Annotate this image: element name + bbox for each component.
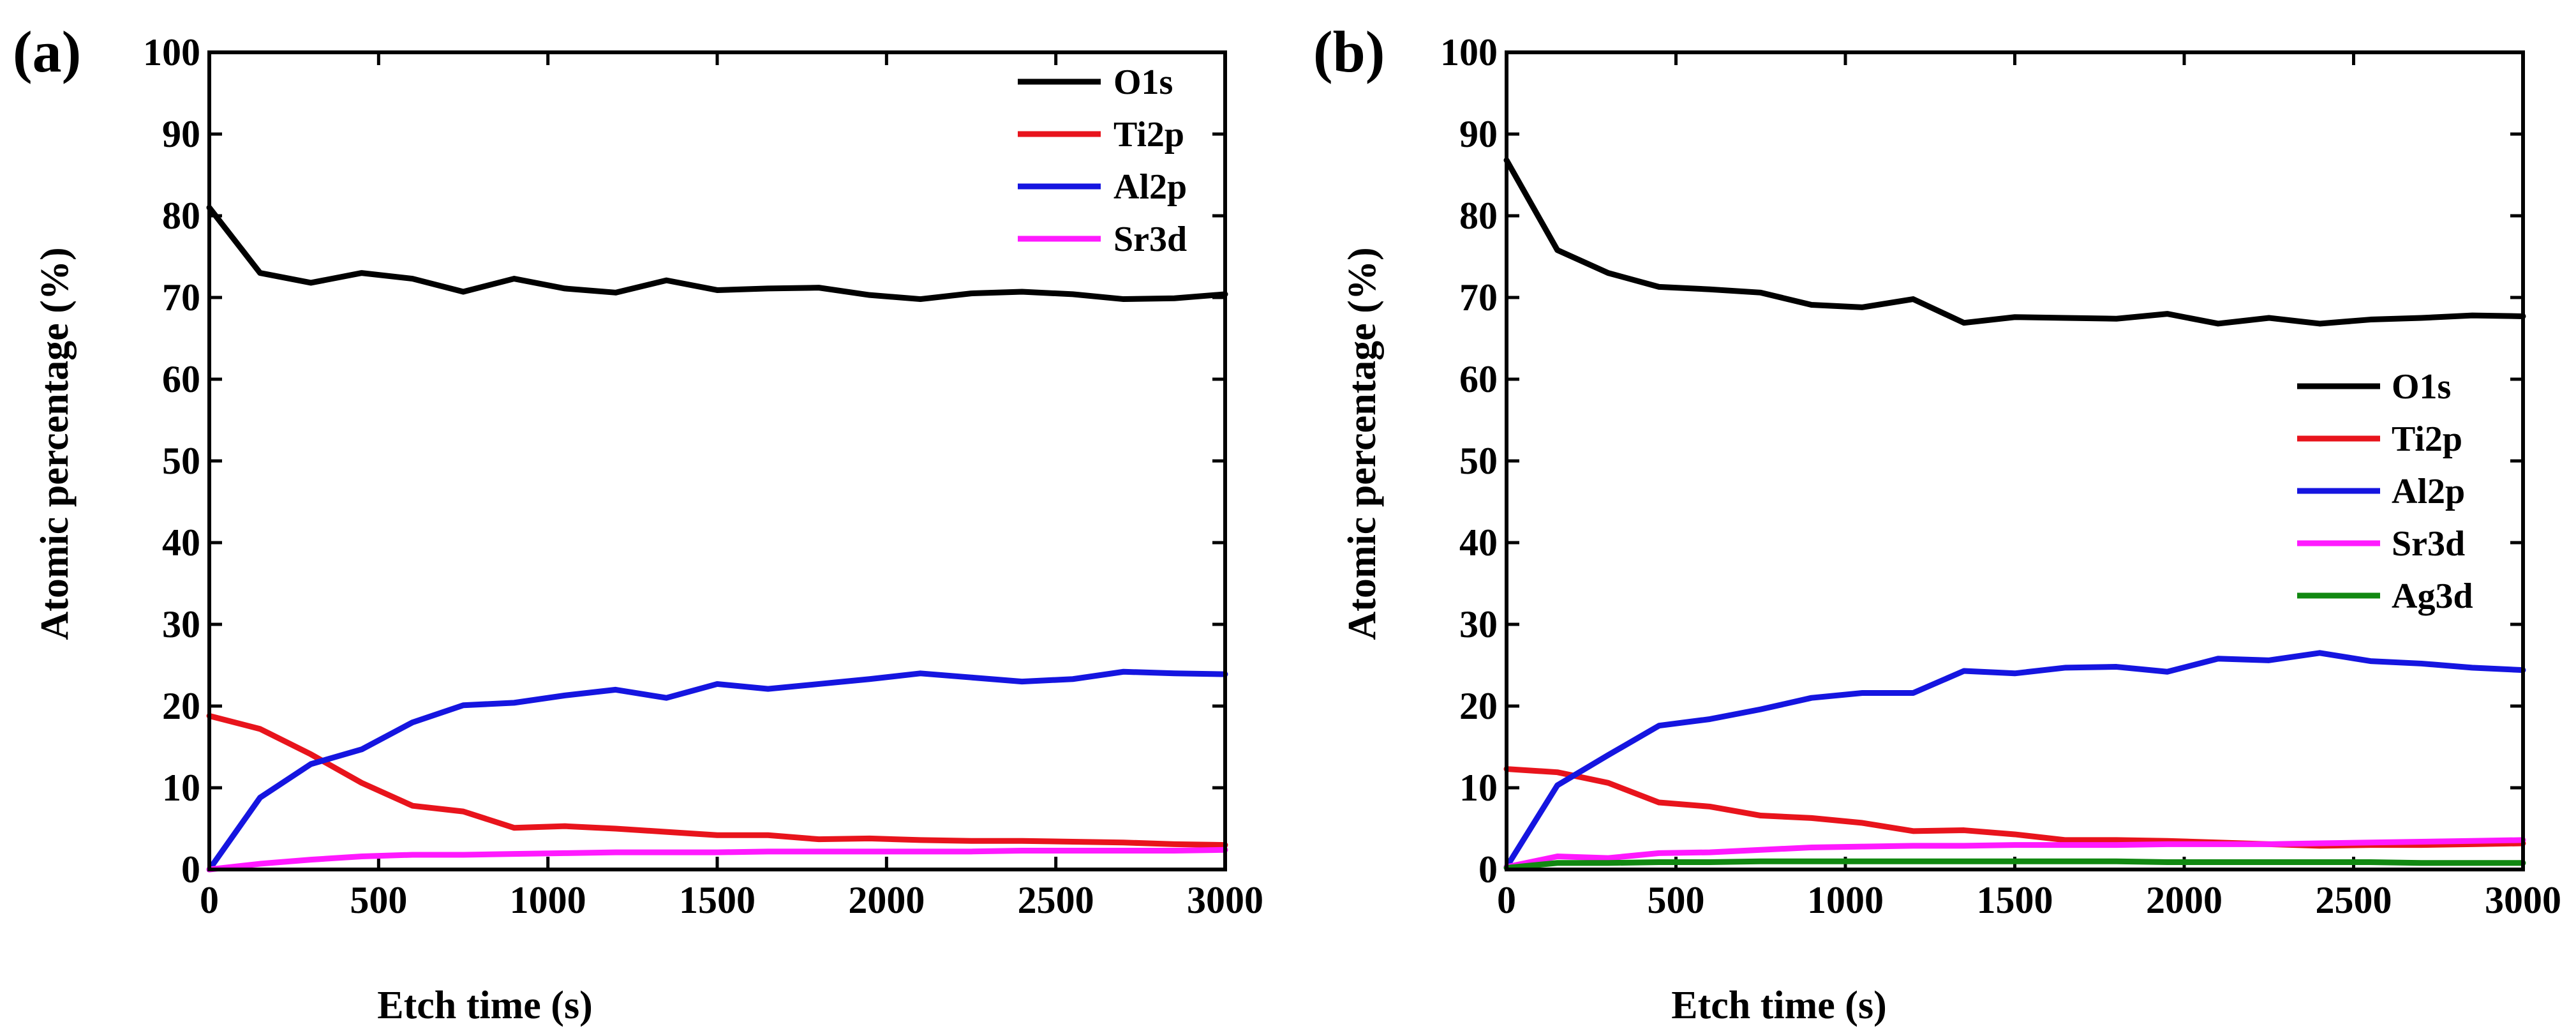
plot-lines — [1503, 157, 2526, 871]
legend: O1s Ti2p Al2p Sr3d — [1018, 63, 1187, 259]
y-tick-label: 40 — [1459, 522, 1498, 564]
series-line-ti2p — [1503, 766, 2526, 849]
y-tick-label: 100 — [143, 31, 200, 73]
series-line-ti2p — [206, 712, 1228, 848]
y-tick-label: 60 — [1459, 358, 1498, 400]
legend-label: Sr3d — [2392, 524, 2465, 564]
y-tick-label: 50 — [1459, 440, 1498, 482]
y-tick-label: 90 — [162, 113, 200, 155]
series-line-ag3d — [1503, 858, 2526, 871]
chart-panel-b: (b) Etch time (s) Atomic percentage (%) … — [1313, 19, 2561, 1027]
y-tick-label: 40 — [162, 522, 200, 564]
x-tick-label: 1500 — [679, 879, 756, 921]
panel-label: (a) — [13, 19, 81, 84]
x-tick-label: 500 — [350, 879, 407, 921]
x-tick-label: 0 — [1497, 879, 1516, 921]
x-tick-label: 2500 — [2316, 879, 2392, 921]
y-tick-label: 60 — [162, 358, 200, 400]
x-axis-title: Etch time (s) — [377, 984, 592, 1027]
y-axis-title: Atomic percentage (%) — [33, 247, 77, 640]
legend-label: O1s — [2392, 367, 2451, 407]
series-line-al2p — [1503, 650, 2526, 870]
y-tick-label: 0 — [1478, 848, 1498, 891]
x-tick-label: 3000 — [1187, 879, 1263, 921]
y-tick-label: 90 — [1459, 113, 1498, 155]
legend-label: Ti2p — [2392, 419, 2462, 459]
plot-lines — [206, 204, 1228, 873]
series-line-sr3d — [206, 847, 1228, 873]
x-tick-label: 1000 — [510, 879, 586, 921]
plot-frame — [207, 50, 1227, 871]
y-tick-label: 30 — [1459, 603, 1498, 645]
y-tick-label: 50 — [162, 440, 200, 482]
x-tick-label: 2500 — [1018, 879, 1094, 921]
legend-label: Sr3d — [1113, 220, 1187, 259]
series-line-sr3d — [1503, 837, 2526, 870]
series-line-o1s — [206, 204, 1228, 303]
y-tick-label: 70 — [1459, 276, 1498, 319]
legend-label: Ti2p — [1113, 115, 1184, 154]
y-axis-title: Atomic percentage (%) — [1341, 247, 1384, 640]
x-tick-label: 2000 — [2146, 879, 2222, 921]
x-tick-label: 2000 — [848, 879, 925, 921]
x-axis-title: Etch time (s) — [1671, 984, 1886, 1027]
y-tick-label: 10 — [162, 767, 200, 809]
plot-frame — [1505, 50, 2525, 871]
y-tick-label: 30 — [162, 603, 200, 645]
y-tick-label: 20 — [162, 685, 200, 727]
y-tick-label: 0 — [181, 848, 200, 891]
y-tick-label: 10 — [1459, 767, 1498, 809]
y-tick-label: 20 — [1459, 685, 1498, 727]
panel-label: (b) — [1313, 19, 1385, 84]
x-tick-label: 1000 — [1807, 879, 1884, 921]
x-tick-label: 500 — [1648, 879, 1705, 921]
legend-label: O1s — [1113, 63, 1173, 102]
series-line-al2p — [206, 668, 1228, 873]
x-tick-label: 0 — [200, 879, 219, 921]
x-tick-label: 3000 — [2485, 879, 2561, 921]
legend-label: Al2p — [2392, 472, 2465, 511]
y-tick-label: 80 — [1459, 195, 1498, 237]
y-tick-label: 100 — [1440, 31, 1498, 73]
legend-label: Ag3d — [2392, 576, 2473, 616]
series-line-o1s — [1503, 157, 2526, 327]
chart-panel-a: (a) Etch time (s) Atomic percentage (%) … — [13, 19, 1263, 1027]
y-tick-label: 70 — [162, 276, 200, 319]
x-tick-label: 1500 — [1977, 879, 2053, 921]
legend-label: Al2p — [1113, 167, 1187, 207]
legend: O1s Ti2p Al2p Sr3d Ag3d — [2297, 367, 2473, 616]
y-tick-label: 80 — [162, 195, 200, 237]
